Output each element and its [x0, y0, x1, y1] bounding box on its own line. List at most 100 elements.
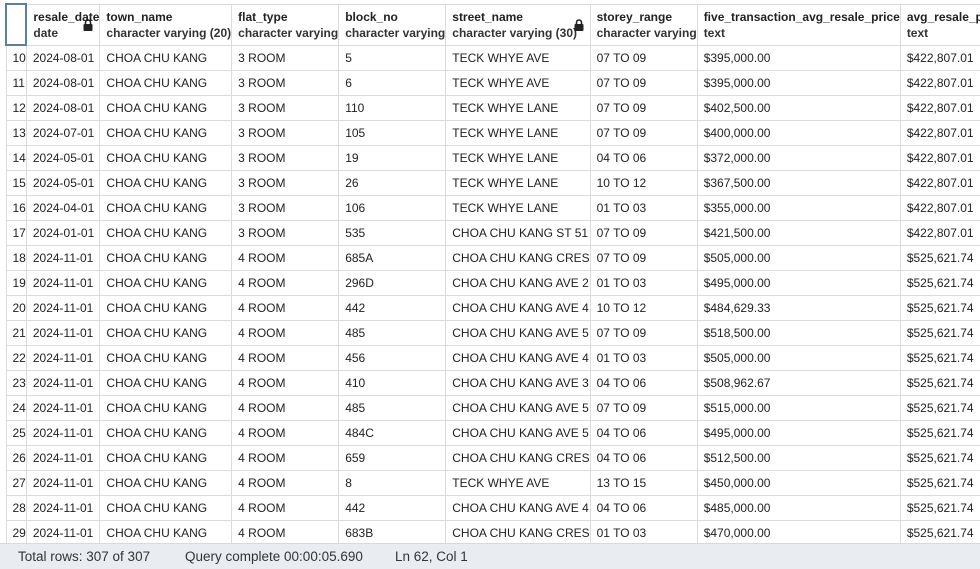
cell-flat-type[interactable]: 3 ROOM	[231, 145, 340, 171]
cell-five-transaction-avg-resale-price[interactable]: $355,000.00	[696, 195, 901, 221]
table-row[interactable]: 29 2024-11-01 CHOA CHU KANG 4 ROOM 683B CHOA …	[5, 520, 980, 543]
cell-storey-range[interactable]: 07 TO 09	[589, 245, 698, 271]
cell-street-name[interactable]: TECK WHYE LANE	[445, 145, 591, 171]
cell-street-name[interactable]: TECK WHYE AVE	[445, 44, 591, 71]
cell-avg-resale-price[interactable]: $525,621.74	[899, 445, 980, 471]
cell-resale-date[interactable]: 2024-11-01	[25, 295, 101, 321]
cell-town-name[interactable]: CHOA CHU KANG	[99, 120, 233, 146]
cell-storey-range[interactable]: 01 TO 03	[589, 345, 698, 371]
table-row[interactable]: 25 2024-11-01 CHOA CHU KANG 4 ROOM 484C CHOA …	[5, 420, 980, 446]
cell-flat-type[interactable]: 4 ROOM	[231, 445, 340, 471]
cell-five-transaction-avg-resale-price[interactable]: $400,000.00	[696, 120, 901, 146]
row-number[interactable]: 20	[5, 295, 27, 321]
cell-resale-date[interactable]: 2024-05-01	[25, 145, 101, 171]
table-row[interactable]: 10 2024-08-01 CHOA CHU KANG 3 ROOM 5 TECK WHY…	[5, 44, 980, 71]
column-header-street-name[interactable]: street_name character varying (30)	[445, 3, 591, 46]
row-number[interactable]: 22	[5, 345, 27, 371]
cell-flat-type[interactable]: 3 ROOM	[231, 195, 340, 221]
column-header-five-transaction-avg-resale-price[interactable]: five_transaction_avg_resale_price text	[696, 3, 901, 46]
cell-block-no[interactable]: 442	[338, 495, 447, 521]
cell-flat-type[interactable]: 4 ROOM	[231, 395, 340, 421]
cell-town-name[interactable]: CHOA CHU KANG	[99, 195, 233, 221]
cell-town-name[interactable]: CHOA CHU KANG	[99, 70, 233, 96]
cell-avg-resale-price[interactable]: $525,621.74	[899, 420, 980, 446]
table-row[interactable]: 13 2024-07-01 CHOA CHU KANG 3 ROOM 105 TECK W…	[5, 120, 980, 146]
cell-storey-range[interactable]: 07 TO 09	[589, 44, 698, 71]
cell-block-no[interactable]: 535	[338, 220, 447, 246]
row-number[interactable]: 14	[5, 145, 27, 171]
column-header-resale-date[interactable]: resale_date date	[25, 3, 101, 46]
cell-street-name[interactable]: CHOA CHU KANG AVE 3	[445, 370, 591, 396]
select-all-corner[interactable]	[4, 3, 28, 46]
cell-five-transaction-avg-resale-price[interactable]: $495,000.00	[696, 270, 901, 296]
cell-storey-range[interactable]: 07 TO 09	[589, 95, 698, 121]
row-number[interactable]: 26	[5, 445, 27, 471]
cell-town-name[interactable]: CHOA CHU KANG	[99, 520, 233, 543]
cell-flat-type[interactable]: 4 ROOM	[231, 270, 340, 296]
cell-block-no[interactable]: 19	[338, 145, 447, 171]
column-header-block-no[interactable]: block_no character varying	[338, 3, 447, 46]
table-row[interactable]: 20 2024-11-01 CHOA CHU KANG 4 ROOM 442 CHOA C…	[5, 295, 980, 321]
cell-street-name[interactable]: TECK WHYE LANE	[445, 170, 591, 196]
cell-flat-type[interactable]: 3 ROOM	[231, 44, 340, 71]
cell-avg-resale-price[interactable]: $525,621.74	[899, 320, 980, 346]
cell-town-name[interactable]: CHOA CHU KANG	[99, 220, 233, 246]
table-row[interactable]: 15 2024-05-01 CHOA CHU KANG 3 ROOM 26 TECK WH…	[5, 170, 980, 196]
cell-street-name[interactable]: CHOA CHU KANG ST 51	[445, 220, 591, 246]
cell-resale-date[interactable]: 2024-11-01	[25, 470, 101, 496]
cell-avg-resale-price[interactable]: $422,807.01	[899, 95, 980, 121]
cell-resale-date[interactable]: 2024-11-01	[25, 520, 101, 543]
cell-flat-type[interactable]: 4 ROOM	[231, 420, 340, 446]
cell-five-transaction-avg-resale-price[interactable]: $505,000.00	[696, 345, 901, 371]
cell-resale-date[interactable]: 2024-11-01	[25, 395, 101, 421]
row-number[interactable]: 24	[5, 395, 27, 421]
cell-street-name[interactable]: CHOA CHU KANG AVE 2	[445, 270, 591, 296]
cell-five-transaction-avg-resale-price[interactable]: $515,000.00	[696, 395, 901, 421]
cell-five-transaction-avg-resale-price[interactable]: $505,000.00	[696, 245, 901, 271]
cell-avg-resale-price[interactable]: $525,621.74	[899, 245, 980, 271]
row-number[interactable]: 11	[5, 70, 27, 96]
table-row[interactable]: 24 2024-11-01 CHOA CHU KANG 4 ROOM 485 CHOA C…	[5, 395, 980, 421]
cell-town-name[interactable]: CHOA CHU KANG	[99, 395, 233, 421]
cell-resale-date[interactable]: 2024-08-01	[25, 70, 101, 96]
row-number[interactable]: 13	[5, 120, 27, 146]
row-number[interactable]: 18	[5, 245, 27, 271]
cell-street-name[interactable]: CHOA CHU KANG AVE 4	[445, 295, 591, 321]
cell-street-name[interactable]: CHOA CHU KANG AVE 4	[445, 495, 591, 521]
cell-avg-resale-price[interactable]: $525,621.74	[899, 470, 980, 496]
cell-resale-date[interactable]: 2024-11-01	[25, 320, 101, 346]
cell-avg-resale-price[interactable]: $422,807.01	[899, 44, 980, 71]
cell-flat-type[interactable]: 3 ROOM	[231, 170, 340, 196]
cell-resale-date[interactable]: 2024-11-01	[25, 445, 101, 471]
row-number[interactable]: 21	[5, 320, 27, 346]
table-row[interactable]: 18 2024-11-01 CHOA CHU KANG 4 ROOM 685A CHOA …	[5, 245, 980, 271]
cell-five-transaction-avg-resale-price[interactable]: $508,962.67	[696, 370, 901, 396]
table-row[interactable]: 11 2024-08-01 CHOA CHU KANG 3 ROOM 6 TECK WHY…	[5, 70, 980, 96]
cell-avg-resale-price[interactable]: $525,621.74	[899, 370, 980, 396]
cell-storey-range[interactable]: 01 TO 03	[589, 270, 698, 296]
cell-block-no[interactable]: 110	[338, 95, 447, 121]
table-row[interactable]: 28 2024-11-01 CHOA CHU KANG 4 ROOM 442 CHOA C…	[5, 495, 980, 521]
cell-block-no[interactable]: 442	[338, 295, 447, 321]
cell-town-name[interactable]: CHOA CHU KANG	[99, 345, 233, 371]
cell-street-name[interactable]: CHOA CHU KANG CRES	[445, 245, 591, 271]
cell-town-name[interactable]: CHOA CHU KANG	[99, 170, 233, 196]
data-output-grid[interactable]: resale_date date town_name character varyin…	[0, 0, 980, 543]
cell-resale-date[interactable]: 2024-11-01	[25, 270, 101, 296]
cell-street-name[interactable]: CHOA CHU KANG CRES	[445, 445, 591, 471]
cell-street-name[interactable]: CHOA CHU KANG AVE 5	[445, 420, 591, 446]
cell-flat-type[interactable]: 4 ROOM	[231, 470, 340, 496]
row-number[interactable]: 25	[5, 420, 27, 446]
cell-resale-date[interactable]: 2024-11-01	[25, 370, 101, 396]
cell-block-no[interactable]: 456	[338, 345, 447, 371]
cell-block-no[interactable]: 106	[338, 195, 447, 221]
cell-flat-type[interactable]: 3 ROOM	[231, 95, 340, 121]
cell-flat-type[interactable]: 3 ROOM	[231, 220, 340, 246]
cell-storey-range[interactable]: 01 TO 03	[589, 195, 698, 221]
table-row[interactable]: 14 2024-05-01 CHOA CHU KANG 3 ROOM 19 TECK WH…	[5, 145, 980, 171]
cell-storey-range[interactable]: 10 TO 12	[589, 170, 698, 196]
row-number[interactable]: 23	[5, 370, 27, 396]
cell-avg-resale-price[interactable]: $525,621.74	[899, 520, 980, 543]
cell-block-no[interactable]: 683B	[338, 520, 447, 543]
cell-storey-range[interactable]: 04 TO 06	[589, 495, 698, 521]
